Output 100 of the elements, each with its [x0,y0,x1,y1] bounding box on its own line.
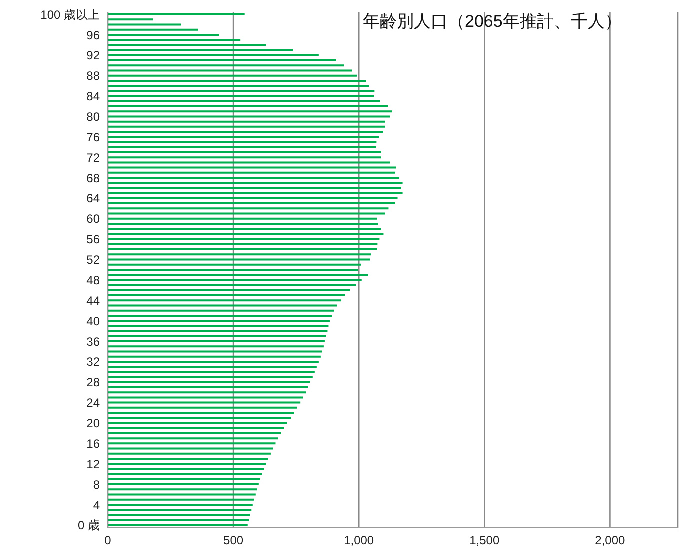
y-tick-label: 28 [86,376,100,390]
x-tick-label: 1,000 [344,534,374,548]
y-tick-label: 72 [86,150,100,165]
x-tick-label: 0 [104,534,112,548]
bar [108,392,306,394]
bar [108,346,324,348]
bar [108,360,319,363]
x-tick-label: 500 [224,534,244,548]
y-tick-label: 48 [86,273,100,288]
bar [108,60,336,62]
bar [108,484,259,486]
bar [108,325,329,328]
bar [108,248,378,251]
bar [108,34,220,36]
y-tick-label: 8 [93,478,100,492]
bar [108,438,278,440]
bar [108,494,256,496]
y-tick-label: 100 歳以上 [40,8,100,22]
bar [108,156,382,159]
bar [108,238,380,240]
y-tick-label: 20 [86,416,100,431]
bar [108,70,352,72]
y-tick-label: 44 [86,294,100,308]
bar [108,406,298,409]
bar [108,386,308,388]
bar [108,74,358,77]
bar [108,468,264,470]
bar [108,335,326,338]
bar [108,95,374,98]
bar [108,136,380,138]
bar [108,488,258,491]
bar [108,126,386,128]
bar [108,519,250,522]
bar [108,417,292,420]
y-tick-label: 60 [86,212,100,226]
bar [108,44,266,46]
bar [108,187,402,190]
y-tick-label: 40 [86,314,100,328]
bar [108,350,322,353]
bar [108,514,250,516]
y-tick-label: 84 [86,90,100,104]
bar [108,166,396,169]
bar [108,432,282,434]
bar [108,254,372,256]
bar [108,330,328,332]
y-tick-label: 88 [86,69,100,84]
bar [108,320,330,322]
y-tick-label: 16 [86,436,100,451]
bar [108,18,154,21]
bar [108,177,400,180]
y-tick-label: 4 [93,498,100,512]
bar [108,498,254,501]
bar [108,197,398,200]
bar [108,141,377,144]
bar [108,294,346,297]
bar [108,422,288,424]
bar [108,524,248,526]
bar [108,268,358,271]
bar [108,371,315,374]
bar [108,39,241,42]
bar [108,80,366,82]
bar [108,120,386,123]
bar [108,146,376,148]
bar [108,223,378,225]
bar [108,85,370,88]
bar [108,376,313,378]
chart-title: 年齢別人口（2065年推計、千人） [363,11,622,33]
bar [108,478,260,480]
bar [108,442,276,445]
bar [108,279,362,282]
bar [108,412,294,414]
bar [108,473,262,476]
bar [108,28,198,31]
bar [108,427,284,430]
y-tick-label: 80 [86,110,100,124]
bar [108,340,325,343]
bar [108,49,294,52]
bar [108,264,362,266]
y-tick-label: 64 [86,192,100,206]
y-tick-label: 36 [86,334,100,349]
bar [108,458,268,460]
bar [108,212,386,215]
bar [108,100,380,102]
bar [108,381,310,384]
y-tick-label: 56 [86,232,100,247]
y-tick-label: 24 [86,396,100,410]
bar [108,14,245,16]
y-tick-label: 0 歳 [78,518,100,533]
bar [108,208,389,210]
bar [108,202,396,205]
x-tick-label: 1,500 [470,534,500,548]
bar [108,233,384,236]
bar [108,310,334,312]
bar [108,402,301,404]
bar [108,314,332,317]
bar [108,192,403,194]
bar [108,258,370,261]
bar [108,228,382,230]
bar [108,509,252,512]
bar [108,274,368,276]
